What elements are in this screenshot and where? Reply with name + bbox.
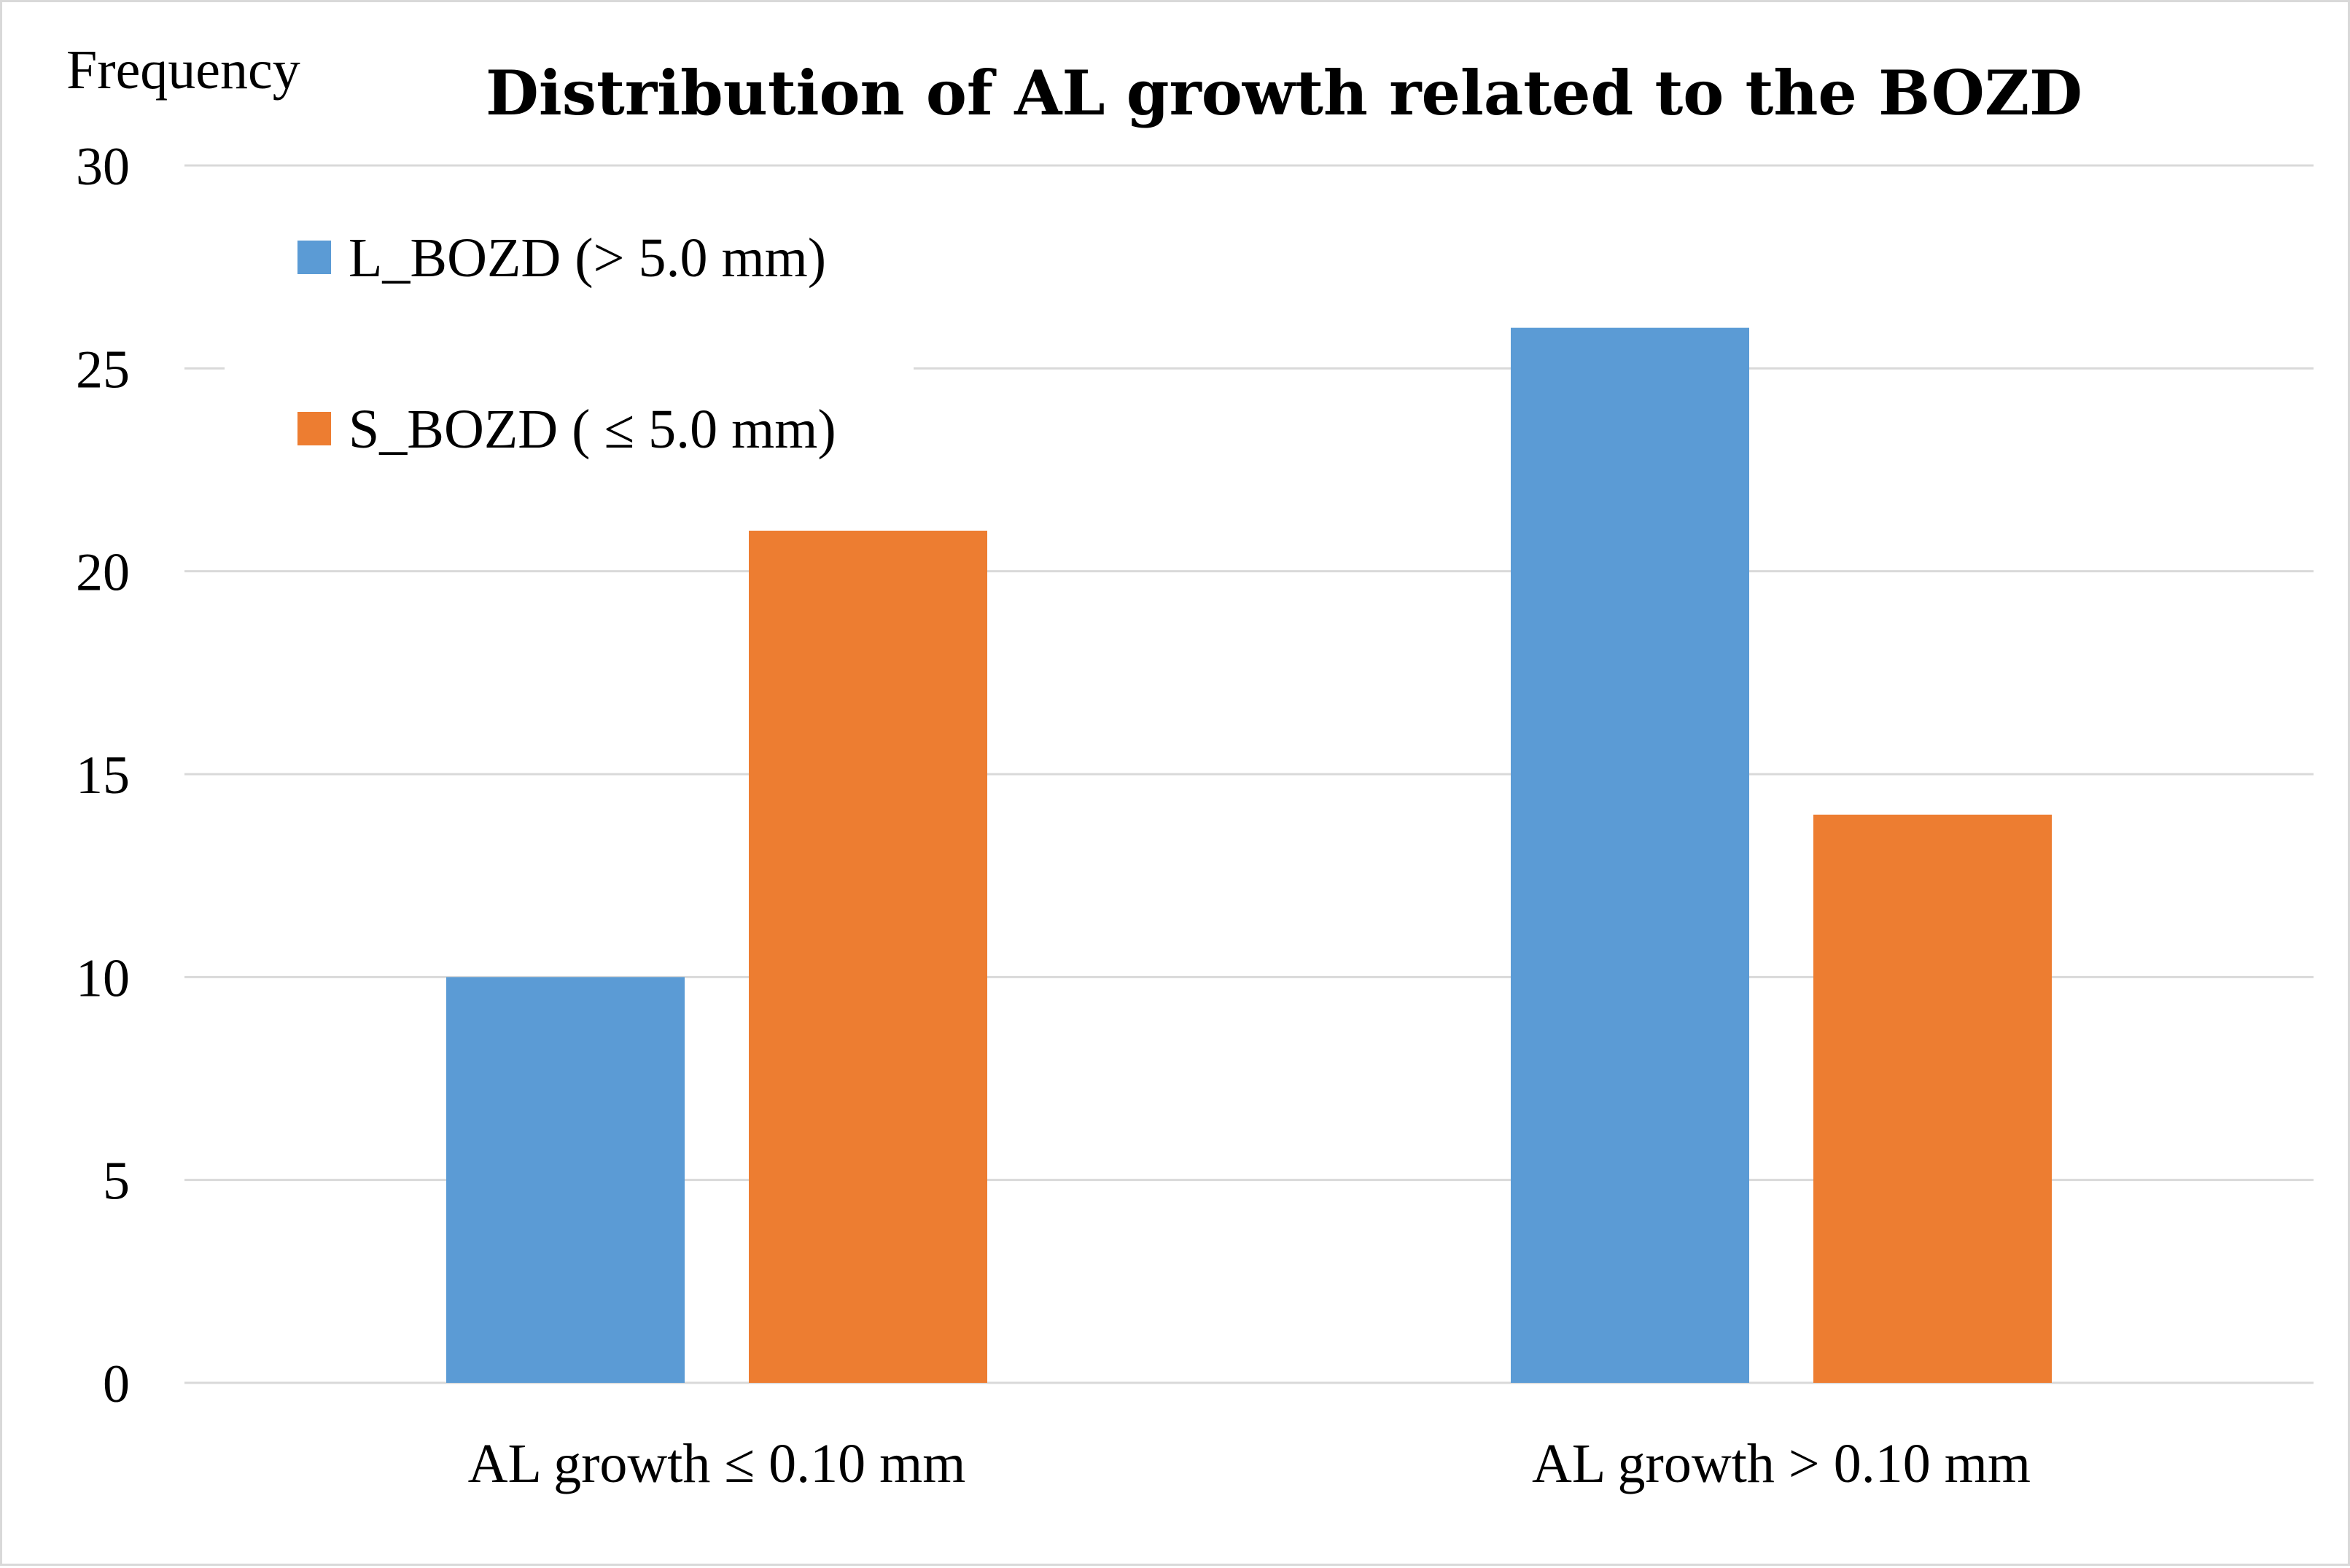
x-category-label: AL growth > 0.10 mm bbox=[1532, 1433, 2031, 1494]
bars bbox=[446, 327, 2052, 1384]
y-tick-label: 20 bbox=[76, 543, 130, 603]
y-tick-label: 25 bbox=[76, 340, 130, 399]
legend-swatch bbox=[297, 412, 331, 445]
legend-label: L_BOZD (> 5.0 mm) bbox=[349, 227, 826, 289]
y-tick-label: 10 bbox=[76, 948, 130, 1008]
legend: L_BOZD (> 5.0 mm) S_BOZD ( ≤ 5.0 mm) bbox=[225, 199, 914, 469]
legend-label: S_BOZD ( ≤ 5.0 mm) bbox=[349, 399, 836, 460]
chart-title: Distribution of AL growth related to the… bbox=[486, 57, 2082, 129]
y-tick-label: 15 bbox=[76, 746, 130, 806]
x-category-labels: AL growth ≤ 0.10 mm AL growth > 0.10 mm bbox=[468, 1433, 2031, 1494]
legend-background bbox=[225, 199, 914, 469]
y-tick-labels: 0 5 10 15 20 25 30 bbox=[76, 137, 130, 1414]
y-axis-label: Frequency bbox=[66, 39, 300, 101]
bar-s-bozd-cat1 bbox=[749, 531, 987, 1383]
legend-swatch bbox=[297, 241, 331, 274]
bar-l-bozd-cat2 bbox=[1511, 327, 1749, 1384]
bar-s-bozd-cat2 bbox=[1813, 814, 2052, 1383]
y-tick-label: 5 bbox=[103, 1152, 130, 1212]
y-tick-label: 0 bbox=[103, 1354, 130, 1414]
y-tick-label: 30 bbox=[76, 137, 130, 197]
bar-l-bozd-cat1 bbox=[446, 977, 685, 1383]
x-category-label: AL growth ≤ 0.10 mm bbox=[468, 1433, 966, 1494]
